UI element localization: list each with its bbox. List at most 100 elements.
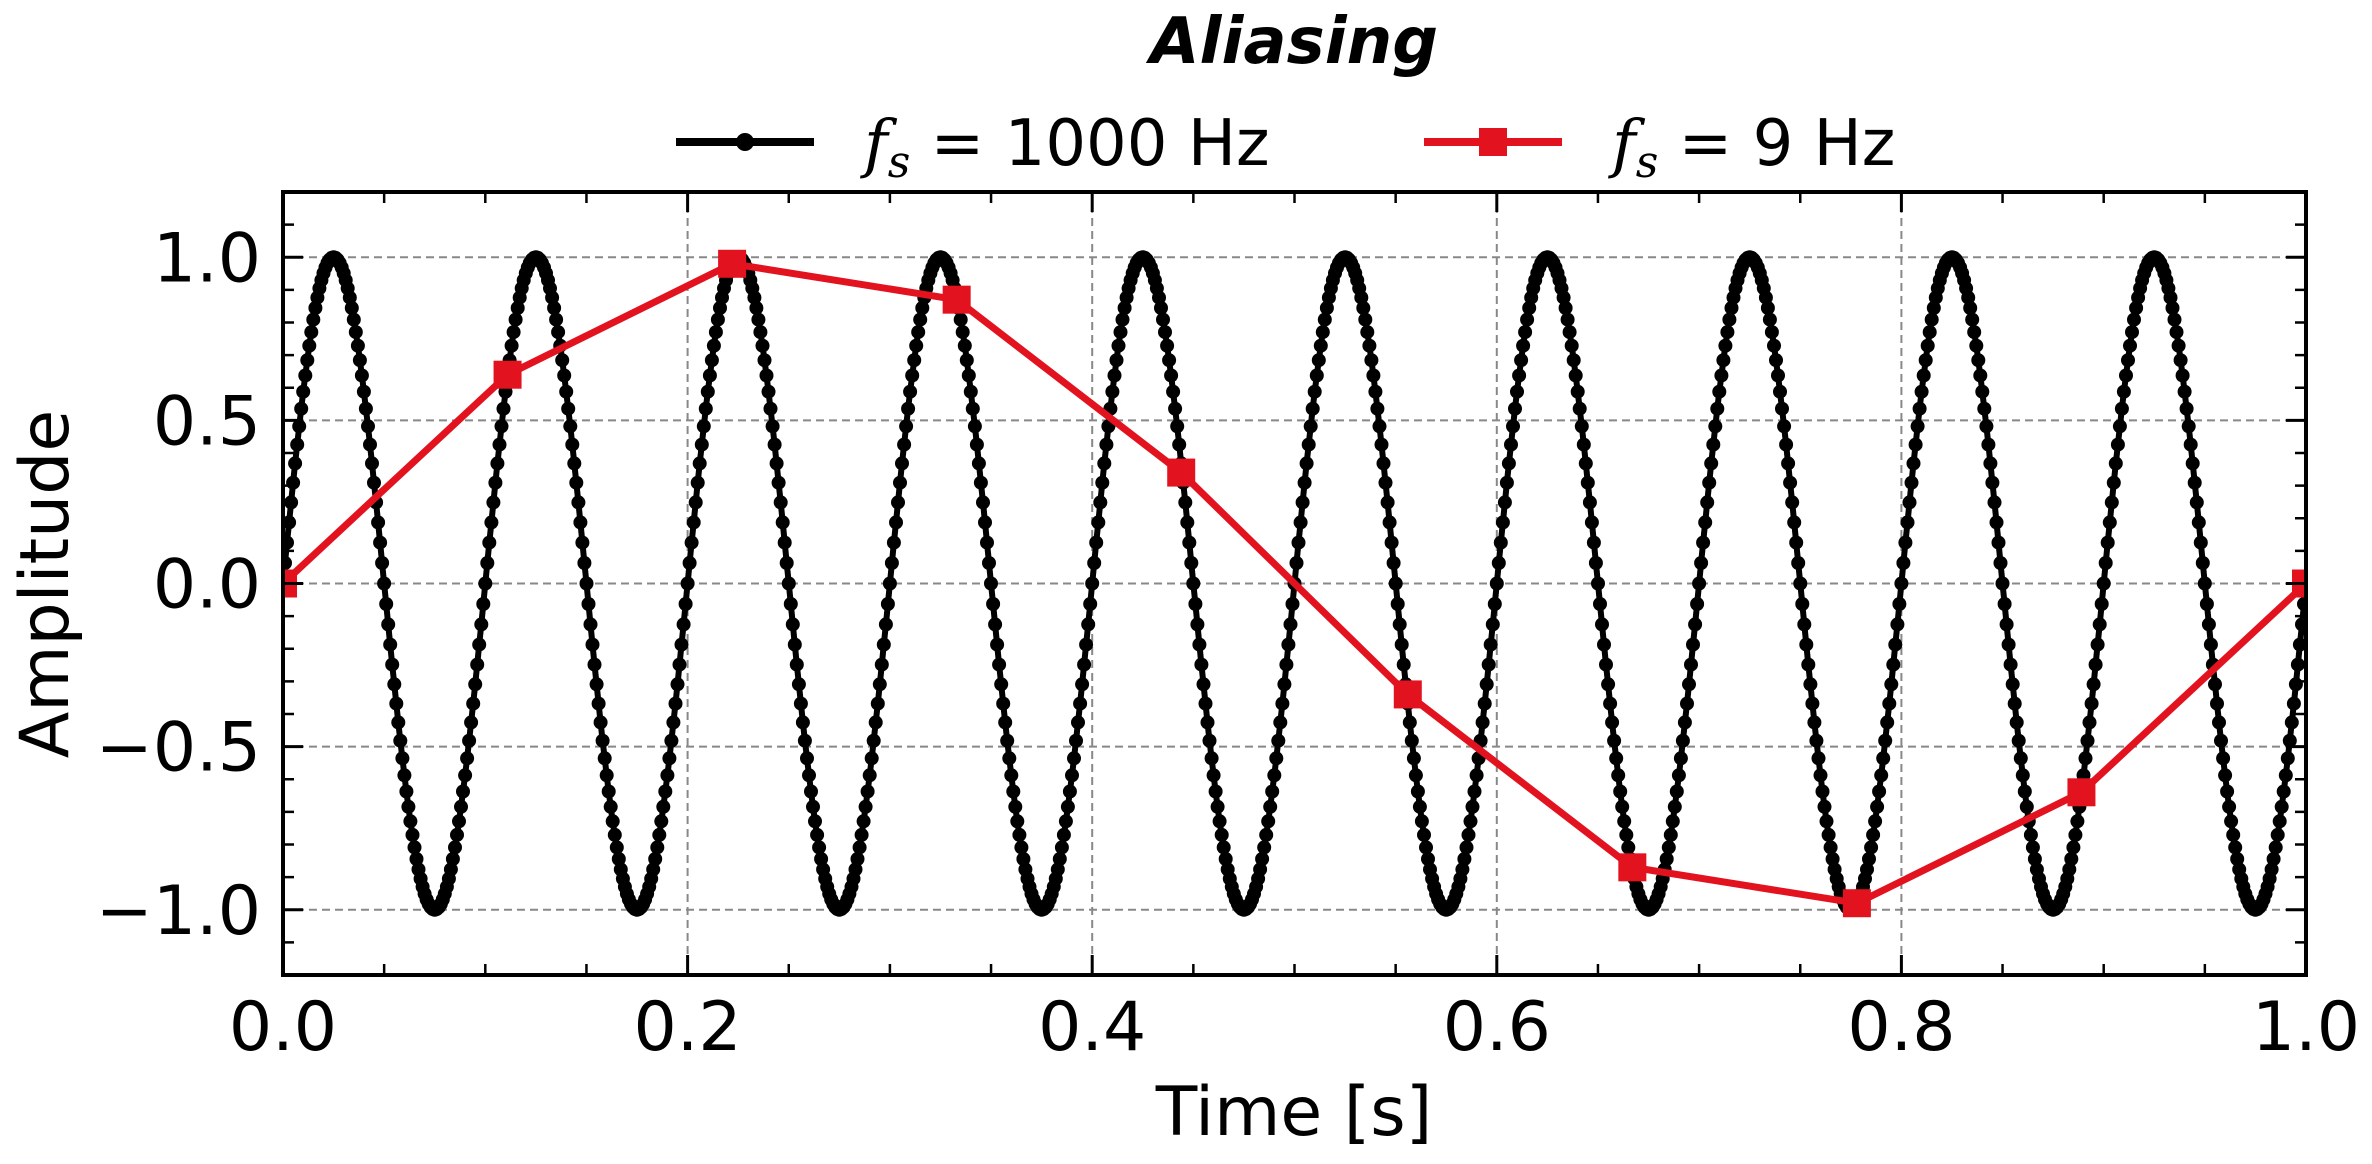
point-1000hz — [1067, 751, 1081, 766]
point-1000hz — [2007, 696, 2022, 711]
point-1000hz — [405, 827, 420, 842]
point-1000hz — [759, 368, 774, 383]
point-1000hz — [407, 840, 422, 855]
point-1000hz — [365, 456, 379, 471]
point-1000hz — [1799, 637, 1814, 652]
y-tick-label: −1.0 — [96, 872, 261, 951]
chart-title: Aliasing — [1145, 5, 1438, 79]
point-1000hz — [850, 852, 865, 866]
point-1000hz — [915, 301, 930, 315]
point-1000hz — [664, 733, 679, 748]
point-1000hz — [1291, 535, 1306, 550]
point-1000hz — [1564, 338, 1579, 353]
point-1000hz — [2080, 733, 2095, 748]
point-1000hz — [1862, 852, 1876, 866]
point-1000hz — [2189, 495, 2204, 510]
point-1000hz — [585, 637, 600, 652]
point-1000hz — [1277, 677, 1292, 692]
point-1000hz — [569, 475, 584, 490]
point-1000hz — [1619, 827, 1634, 842]
point-1000hz — [965, 401, 980, 416]
point-1000hz — [605, 814, 620, 829]
point-1000hz — [1459, 840, 1474, 855]
point-1000hz — [1805, 696, 1820, 711]
point-1000hz — [1087, 556, 1102, 570]
point-1000hz — [1910, 419, 1925, 434]
point-1000hz — [1773, 384, 1787, 399]
point-1000hz — [1255, 852, 1270, 866]
point-1000hz — [860, 784, 875, 799]
point-1000hz — [1212, 814, 1227, 829]
point-1000hz — [2175, 368, 2190, 383]
point-1000hz — [708, 325, 723, 340]
point-1000hz — [1663, 827, 1678, 842]
point-1000hz — [344, 301, 359, 315]
point-1000hz — [1275, 696, 1290, 711]
point-1000hz — [886, 535, 901, 550]
point-1000hz — [1257, 840, 1272, 855]
point-1000hz — [1987, 495, 2002, 510]
point-1000hz — [1904, 475, 1919, 490]
point-1000hz — [2288, 677, 2303, 692]
point-1000hz — [1997, 597, 2012, 611]
point-1000hz — [1079, 637, 1094, 652]
point-1000hz — [1574, 419, 1589, 434]
point-1000hz — [393, 733, 408, 748]
point-1000hz — [1000, 733, 1015, 748]
point-1000hz — [283, 556, 292, 570]
point-1000hz — [342, 290, 357, 305]
point-1000hz — [2214, 733, 2228, 748]
point-1000hz — [996, 696, 1011, 711]
point-1000hz — [961, 368, 976, 383]
point-1000hz — [1793, 576, 1808, 591]
point-1000hz — [2094, 597, 2109, 611]
y-tick-label: 0.5 — [153, 382, 261, 461]
point-1000hz — [1665, 814, 1680, 829]
point-1000hz — [377, 576, 392, 591]
point-1000hz — [361, 419, 375, 434]
point-1000hz — [1981, 437, 1996, 452]
point-1000hz — [545, 290, 560, 305]
point-1000hz — [346, 312, 361, 327]
point-1000hz — [2195, 556, 2210, 570]
point-1000hz — [1918, 353, 1933, 368]
point-1000hz — [1198, 696, 1213, 711]
point-1000hz — [1920, 338, 1935, 353]
point-1000hz — [1688, 617, 1703, 632]
point-1000hz — [2090, 637, 2105, 652]
point-1000hz — [1514, 353, 1529, 368]
point-1000hz — [775, 515, 790, 530]
point-1000hz — [1807, 715, 1822, 730]
x-tick-label: 0.2 — [634, 988, 742, 1067]
point-1000hz — [909, 338, 924, 353]
point-1000hz — [1281, 637, 1296, 652]
point-1000hz — [591, 696, 606, 711]
point-1000hz — [1979, 419, 1994, 434]
point-1000hz — [1659, 852, 1674, 866]
point-1000hz — [1216, 840, 1231, 855]
point-1000hz — [953, 312, 968, 327]
point-1000hz — [445, 852, 460, 866]
point-1000hz — [2110, 437, 2125, 452]
point-1000hz — [1882, 696, 1897, 711]
point-1000hz — [1558, 301, 1573, 315]
point-1000hz — [692, 456, 707, 471]
point-1000hz — [1269, 751, 1284, 766]
point-1000hz — [504, 338, 519, 353]
point-1000hz — [1621, 840, 1636, 855]
point-1000hz — [381, 617, 396, 632]
point-1000hz — [2092, 617, 2107, 632]
point-1000hz — [611, 852, 626, 866]
point-1000hz — [2290, 657, 2305, 672]
point-1000hz — [367, 475, 381, 490]
point-1000hz — [1615, 799, 1630, 814]
point-1000hz — [654, 814, 669, 829]
point-1000hz — [1402, 715, 1417, 730]
point-1000hz — [1613, 784, 1628, 799]
point-1000hz — [1576, 437, 1591, 452]
point-1000hz — [1004, 768, 1019, 783]
point-1000hz — [1386, 556, 1401, 570]
point-1000hz — [1706, 437, 1721, 452]
point-1000hz — [1366, 368, 1381, 383]
point-1000hz — [769, 456, 784, 471]
